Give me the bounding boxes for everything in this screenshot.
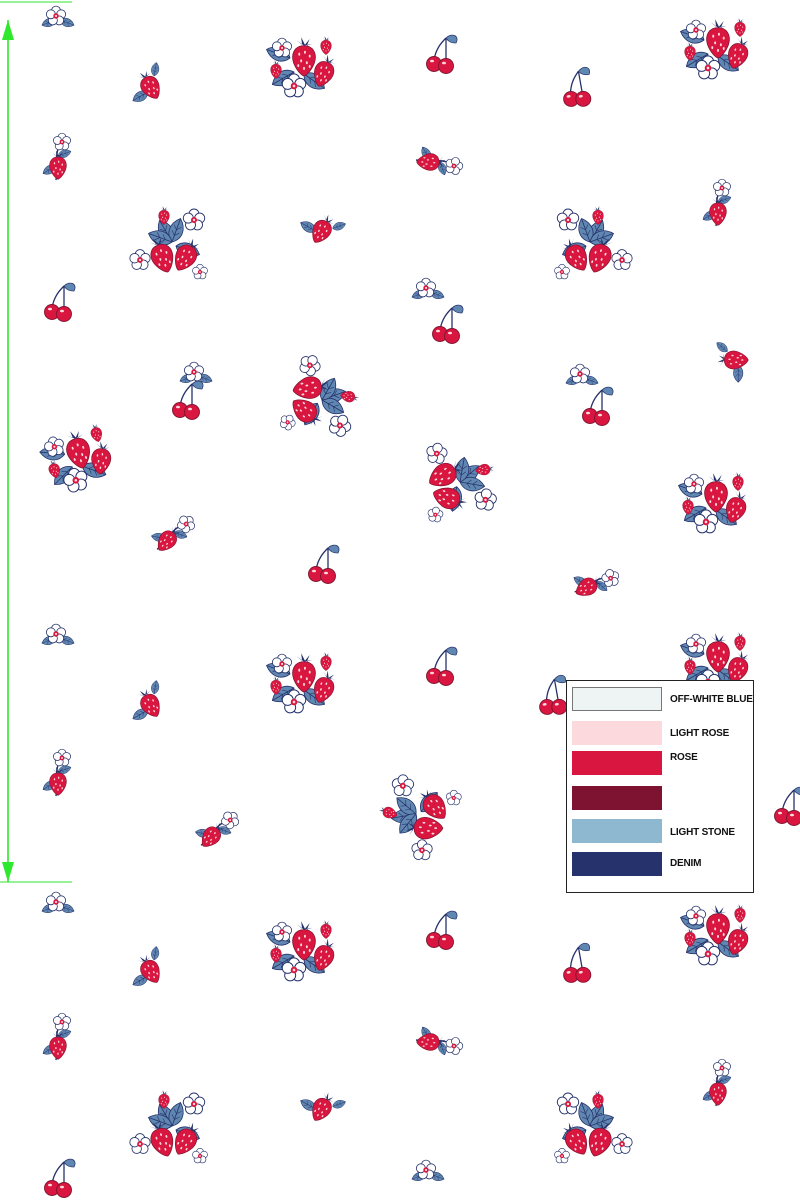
swatch-denim bbox=[572, 852, 662, 876]
label-light-rose: LIGHT ROSE bbox=[670, 728, 730, 739]
swatch-rose bbox=[572, 751, 662, 775]
label-denim: DENIM bbox=[670, 858, 702, 869]
swatch-burgundy bbox=[572, 786, 662, 810]
label-light-stone: LIGHT STONE bbox=[670, 827, 735, 838]
swatch-light-rose bbox=[572, 721, 662, 745]
motif-group-top bbox=[34, 6, 758, 606]
swatch-light-stone bbox=[572, 819, 662, 843]
swatch-off-white-blue bbox=[572, 687, 662, 711]
repeat-guide-line bbox=[0, 1, 72, 883]
label-off-white-blue: OFF-WHITE BLUE bbox=[670, 694, 753, 705]
color-legend: OFF-WHITE BLUE LIGHT ROSE ROSE LIGHT STO… bbox=[566, 680, 754, 893]
label-rose: ROSE bbox=[670, 752, 698, 763]
